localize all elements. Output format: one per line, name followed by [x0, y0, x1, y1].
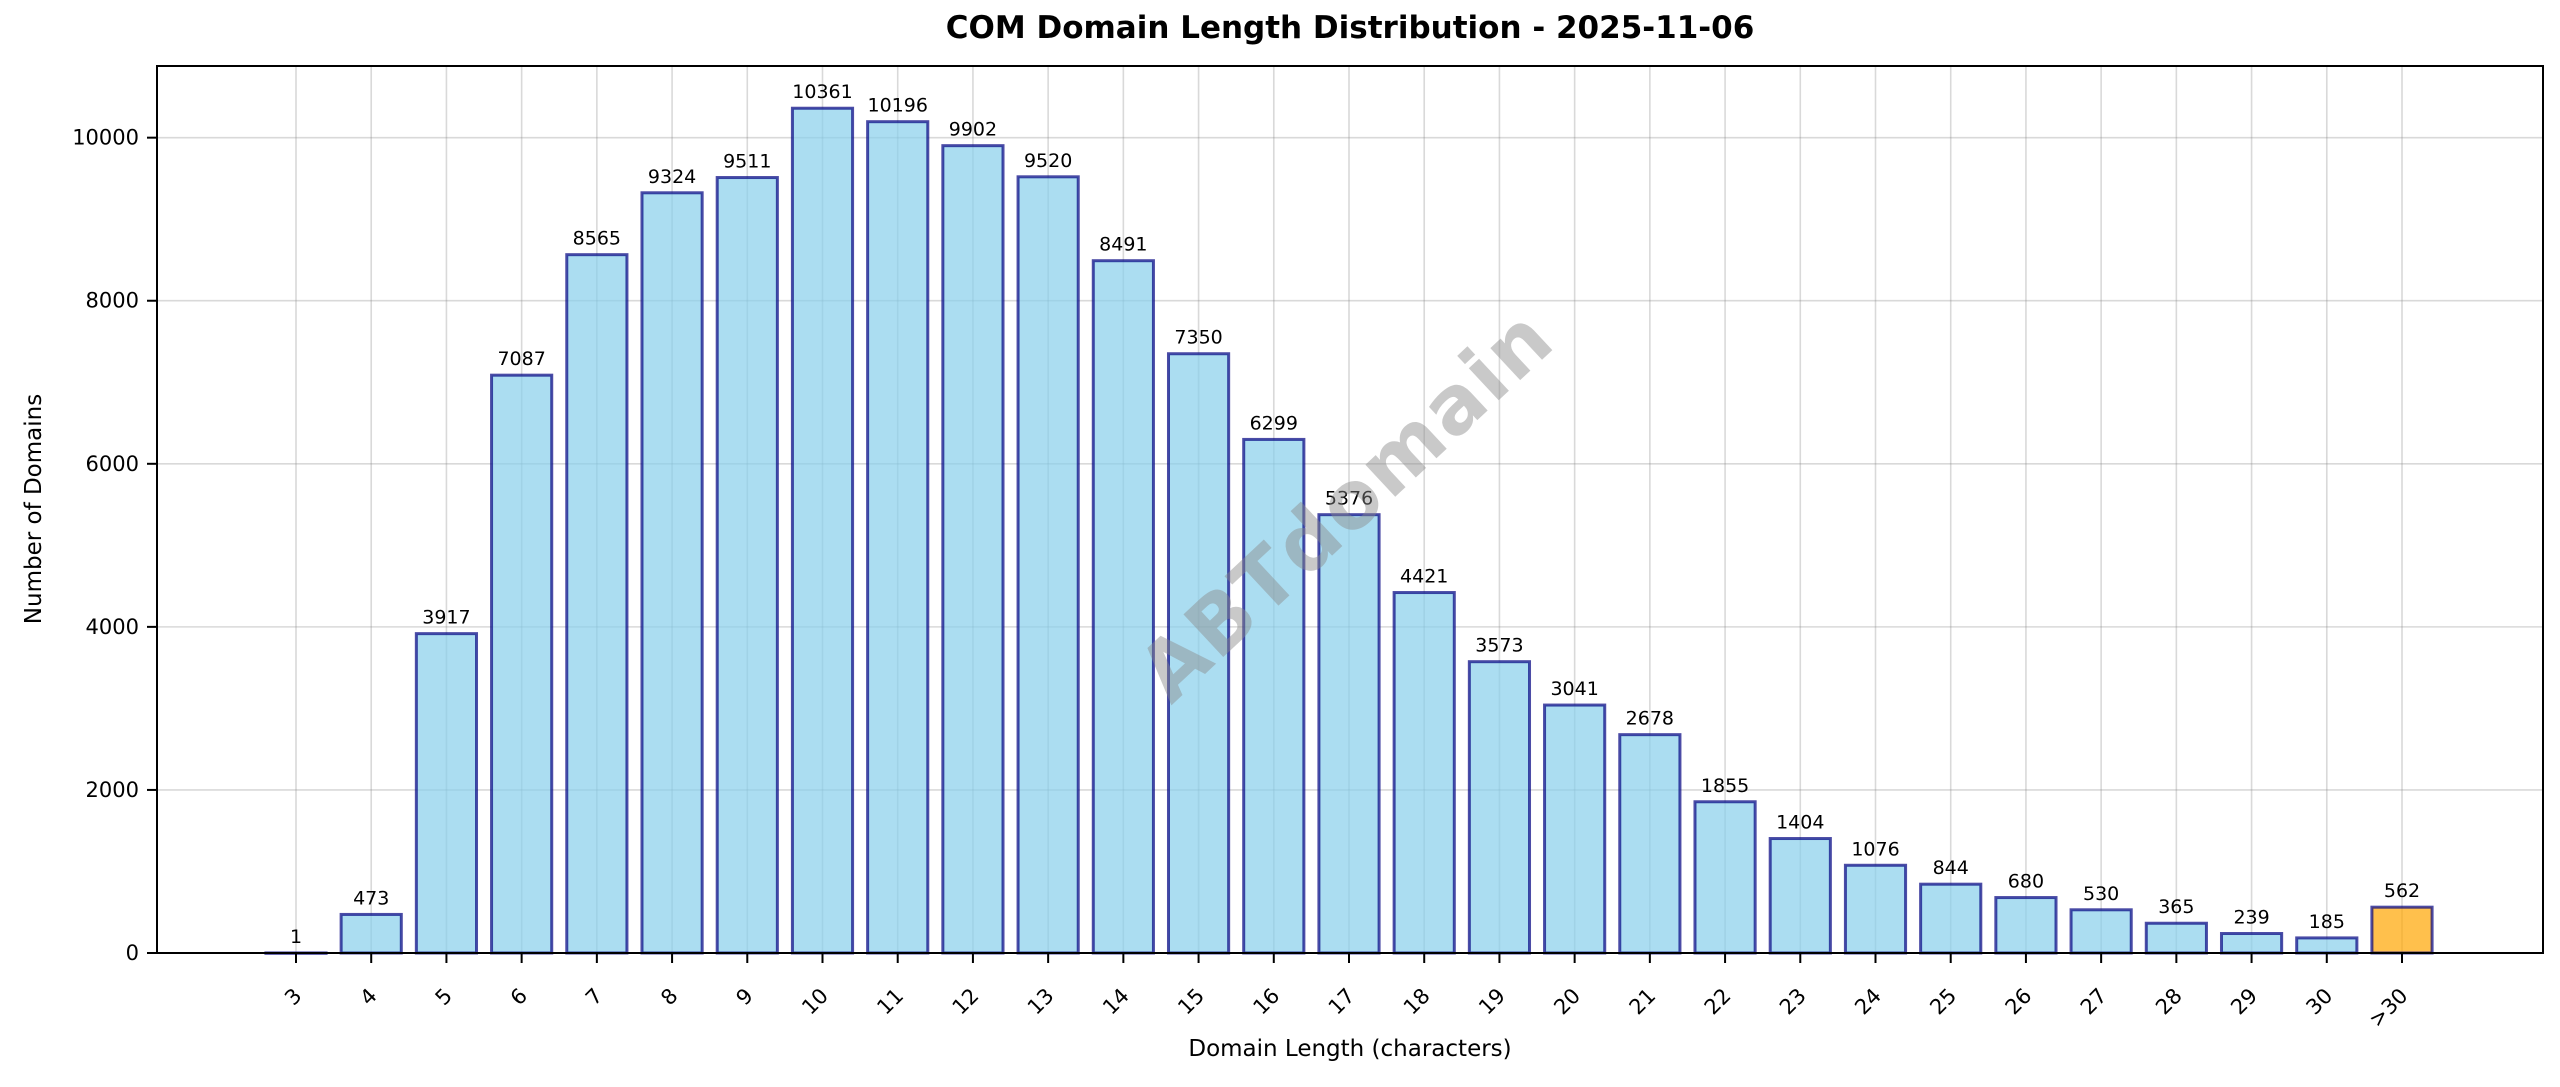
bar	[1693, 800, 1757, 955]
x-tick-label: 30	[2301, 984, 2337, 1020]
x-tick-label: 18	[1399, 984, 1435, 1020]
x-tick-label: 16	[1248, 984, 1284, 1020]
bar	[1919, 882, 1983, 955]
x-tick-label: 6	[506, 984, 532, 1010]
bar	[790, 106, 855, 955]
bar-value-label: 7350	[1174, 327, 1222, 349]
bar-value-label: 7087	[497, 348, 545, 370]
bar	[1843, 863, 1908, 955]
bar-value-label: 185	[2309, 911, 2345, 933]
bar	[1467, 660, 1532, 955]
bar	[2069, 908, 2133, 955]
bar-value-label: 562	[2384, 880, 2420, 902]
bar	[2144, 921, 2208, 955]
bar-value-label: 9902	[949, 119, 997, 141]
y-tick-label: 10000	[72, 126, 139, 150]
bar-value-label: 3917	[422, 607, 470, 629]
x-tick-label: >30	[2364, 984, 2412, 1032]
bar	[941, 144, 1005, 955]
bar-value-label: 9511	[723, 151, 771, 173]
x-tick-label: 17	[1324, 984, 1360, 1020]
chart-title: COM Domain Length Distribution - 2025-11…	[945, 10, 1755, 46]
x-tick-label: 8	[656, 984, 682, 1010]
y-tick-label: 8000	[86, 289, 139, 313]
bar	[2295, 936, 2359, 955]
bar-value-label: 3041	[1550, 678, 1598, 700]
bar-value-label: 844	[1933, 857, 1969, 879]
y-tick-label: 4000	[86, 615, 139, 639]
y-tick-label: 2000	[86, 778, 139, 802]
bar	[414, 632, 479, 955]
x-tick-label: 29	[2226, 984, 2262, 1020]
bar	[1618, 733, 1682, 955]
x-axis-title: Domain Length (characters)	[1188, 1036, 1512, 1062]
y-tick-label: 6000	[86, 452, 139, 476]
bar-value-label: 1855	[1701, 775, 1749, 797]
bar-value-label: 239	[2233, 907, 2269, 929]
bar-value-label: 3573	[1475, 635, 1523, 657]
bar	[2219, 932, 2284, 955]
bar	[866, 120, 930, 955]
bar-value-label: 1404	[1776, 812, 1824, 834]
bar	[1543, 703, 1607, 955]
x-tick-label: 13	[1023, 984, 1059, 1020]
x-tick-label: 23	[1775, 984, 1811, 1020]
bar-value-label: 680	[2008, 871, 2044, 893]
x-tick-label: 25	[1925, 984, 1961, 1020]
bar-value-label: 6299	[1250, 412, 1298, 434]
bar	[715, 176, 779, 955]
x-tick-label: 12	[948, 984, 984, 1020]
y-tick-label: 0	[126, 941, 139, 965]
bar	[565, 253, 629, 955]
x-tick-label: 4	[355, 984, 381, 1010]
bar-value-label: 1076	[1851, 838, 1899, 860]
x-tick-label: 20	[1549, 984, 1585, 1020]
bar-value-label: 10196	[867, 95, 927, 117]
x-tick-label: 26	[2001, 984, 2037, 1020]
x-tick-label: 19	[1474, 984, 1510, 1020]
x-tick-label: 21	[1625, 984, 1661, 1020]
bar	[490, 373, 554, 955]
x-tick-label: 10	[797, 984, 833, 1020]
x-tick-label: 14	[1098, 984, 1134, 1020]
bar-value-label: 8565	[573, 228, 621, 250]
x-tick-label: 15	[1173, 984, 1209, 1020]
x-tick-label: 22	[1700, 984, 1736, 1020]
bar	[1016, 175, 1080, 955]
bar-value-label: 365	[2158, 896, 2194, 918]
bar	[1166, 352, 1231, 955]
x-tick-label: 27	[2076, 984, 2112, 1020]
bar	[2370, 905, 2434, 955]
bar-value-label: 2678	[1626, 708, 1674, 730]
bar	[1392, 591, 1456, 955]
bar-value-label: 5376	[1325, 488, 1373, 510]
bar-value-label: 9324	[648, 166, 696, 188]
bar-value-label: 473	[353, 887, 389, 909]
bar	[1317, 513, 1381, 955]
bar-value-label: 8491	[1099, 234, 1147, 256]
bar	[1768, 837, 1832, 955]
x-tick-label: 5	[431, 984, 457, 1010]
x-tick-label: 24	[1850, 984, 1886, 1020]
bar	[339, 912, 403, 955]
bar	[1242, 437, 1306, 955]
bar	[1091, 259, 1155, 955]
bar-value-label: 10361	[792, 81, 852, 103]
x-tick-label: 7	[581, 984, 607, 1010]
bar-value-label: 1	[290, 926, 302, 948]
bar	[1994, 896, 2058, 955]
x-tick-label: 28	[2151, 984, 2187, 1020]
bar-value-label: 9520	[1024, 150, 1072, 172]
bar	[640, 191, 704, 955]
x-tick-label: 3	[280, 984, 306, 1010]
x-tick-label: 9	[731, 984, 757, 1010]
y-axis-title: Number of Domains	[21, 393, 47, 625]
x-tick-label: 11	[872, 984, 908, 1020]
bar-value-label: 530	[2083, 883, 2119, 905]
bar-value-label: 4421	[1400, 566, 1448, 588]
